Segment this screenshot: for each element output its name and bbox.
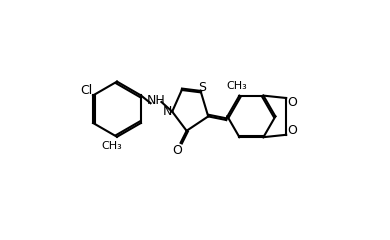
Text: N: N xyxy=(163,105,172,118)
Text: Cl: Cl xyxy=(80,84,92,97)
Text: CH₃: CH₃ xyxy=(102,141,122,151)
Text: CH₃: CH₃ xyxy=(227,81,247,91)
Text: S: S xyxy=(198,81,206,94)
Text: O: O xyxy=(172,144,182,156)
Text: O: O xyxy=(287,124,297,137)
Text: NH: NH xyxy=(147,94,166,107)
Text: O: O xyxy=(287,96,297,108)
